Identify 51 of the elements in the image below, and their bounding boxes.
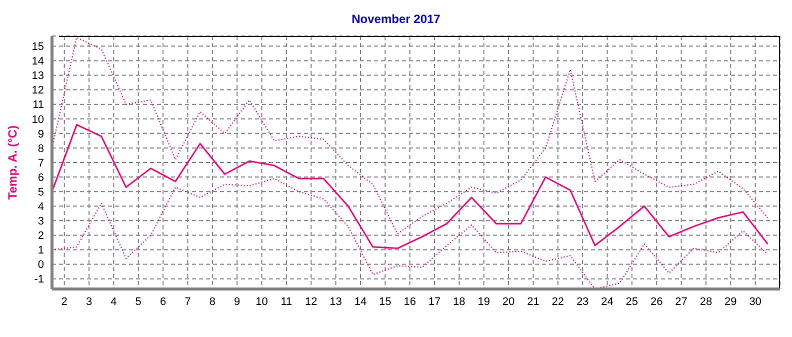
x-tick-label: 7 [184,296,191,308]
chart-title: November 2017 [350,12,442,26]
x-tick-label: 10 [256,296,268,308]
x-tick-label: 3 [86,296,92,308]
x-tick-label: 22 [552,296,564,308]
x-tick-label: 15 [379,296,392,308]
x-tick-label: 27 [675,296,688,308]
x-tick-label: 21 [527,296,540,308]
y-tick-label: 8 [38,142,44,155]
y-tick-label: 2 [38,230,44,242]
line-series [52,124,768,250]
x-tick-label: 28 [700,296,712,308]
x-tick-label: 8 [209,296,216,308]
y-tick-label: 11 [32,99,44,112]
y-tick-label: 13 [32,70,44,82]
y-tick-label: 1 [38,244,44,257]
x-tick-label: 16 [404,296,416,308]
x-tick-label: 19 [478,296,490,308]
y-tick-label: 3 [38,216,44,228]
x-tick-label: 30 [749,296,762,308]
y-tick-label: 6 [38,172,44,184]
x-tick-label: 6 [160,296,166,308]
y-tick-label: 7 [38,157,44,170]
x-tick-label: 17 [428,296,441,308]
y-tick-label: 12 [32,84,44,97]
y-axis-title: Temp. A. (°C) [5,125,20,200]
y-tick-label: 15 [32,41,44,54]
x-tick-label: 12 [304,296,318,308]
y-tick-label: 14 [32,56,44,68]
x-tick-label: 18 [453,296,466,308]
x-tick-label: 25 [626,296,638,308]
x-tick-label: 26 [650,296,663,308]
x-tick-label: 5 [135,296,142,308]
y-tick-label: 0 [38,259,44,272]
line-series [52,178,768,289]
y-tick-label: 10 [32,114,44,126]
x-tick-label: 20 [502,296,515,308]
x-tick-label: 4 [110,296,117,308]
x-tick-label: 23 [576,296,589,308]
x-tick-label: 29 [724,296,737,308]
y-tick-label: 4 [38,201,44,214]
x-tick-label: 11 [280,296,292,308]
y-tick-label: -1 [34,274,44,286]
y-tick-label: 5 [38,186,44,198]
x-tick-label: 9 [234,296,240,308]
x-tick-label: 2 [61,296,68,308]
x-tick-label: 14 [354,296,367,308]
x-tick-label: 24 [601,296,614,308]
y-tick-label: 9 [38,128,44,140]
x-tick-label: 13 [330,296,342,308]
line-series [52,36,768,234]
